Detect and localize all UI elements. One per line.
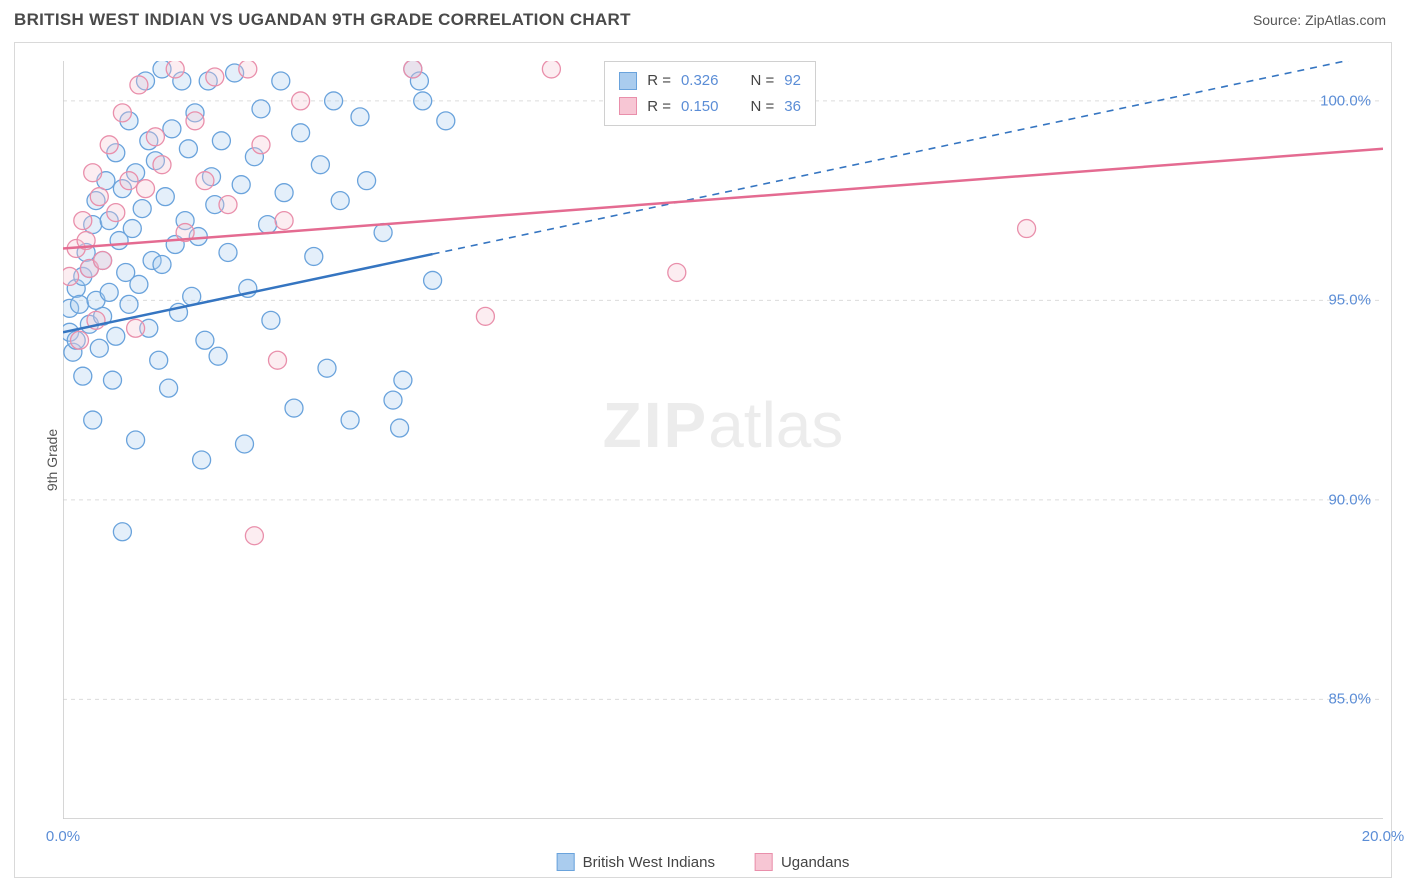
r-value: 0.150 bbox=[681, 94, 719, 120]
y-tick-label: 85.0% bbox=[1328, 691, 1371, 708]
r-label: R = bbox=[647, 68, 671, 94]
n-label: N = bbox=[751, 68, 775, 94]
legend-item: British West Indians bbox=[557, 853, 715, 871]
legend-swatch bbox=[755, 853, 773, 871]
n-label: N = bbox=[751, 94, 775, 120]
legend-item: Ugandans bbox=[755, 853, 849, 871]
stats-box: R = 0.326 N = 92 R = 0.150 N = 36 bbox=[604, 61, 816, 126]
legend-label: Ugandans bbox=[781, 854, 849, 871]
x-tick-label: 20.0% bbox=[1362, 828, 1405, 845]
stats-row: R = 0.150 N = 36 bbox=[619, 94, 801, 120]
legend-label: British West Indians bbox=[583, 854, 715, 871]
chart-title: BRITISH WEST INDIAN VS UGANDAN 9TH GRADE… bbox=[14, 10, 631, 30]
source-label: Source: ZipAtlas.com bbox=[1253, 12, 1386, 28]
y-tick-label: 90.0% bbox=[1328, 491, 1371, 508]
stats-row: R = 0.326 N = 92 bbox=[619, 68, 801, 94]
n-value: 92 bbox=[784, 68, 801, 94]
n-value: 36 bbox=[784, 94, 801, 120]
r-value: 0.326 bbox=[681, 68, 719, 94]
y-tick-label: 95.0% bbox=[1328, 292, 1371, 309]
legend-bottom: British West Indians Ugandans bbox=[557, 853, 850, 871]
x-tick-label: 0.0% bbox=[46, 828, 80, 845]
y-axis-label: 9th Grade bbox=[44, 429, 60, 491]
plot-area: ZIPatlas R = 0.326N = 92R = 0.150N = 36 … bbox=[63, 61, 1383, 819]
scatter-svg bbox=[63, 61, 1383, 819]
legend-swatch bbox=[619, 72, 637, 90]
y-tick-label: 100.0% bbox=[1320, 92, 1371, 109]
legend-swatch bbox=[619, 97, 637, 115]
legend-swatch bbox=[557, 853, 575, 871]
chart-container: 9th Grade ZIPatlas R = 0.326N = 92R = 0.… bbox=[14, 42, 1392, 878]
r-label: R = bbox=[647, 94, 671, 120]
